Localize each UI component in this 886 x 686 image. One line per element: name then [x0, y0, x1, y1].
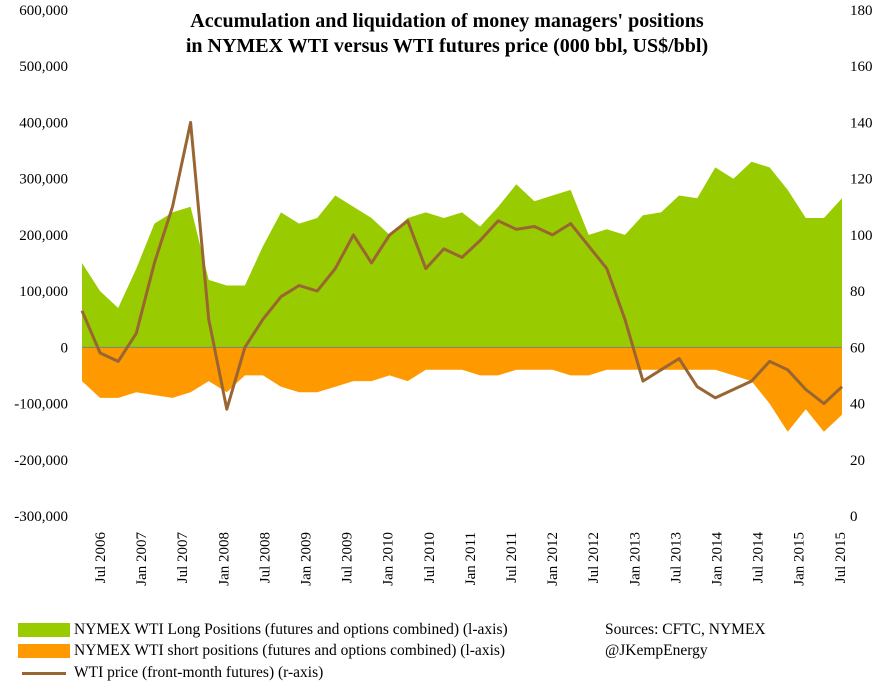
- left-tick-label: -300,000: [14, 509, 68, 525]
- right-tick-label: 60: [850, 340, 865, 356]
- x-tick-label: Jul 2006: [93, 532, 109, 584]
- left-tick-label: 0: [61, 340, 69, 356]
- right-tick-label: 80: [850, 284, 865, 300]
- legend-swatch-short: [18, 644, 70, 658]
- x-tick-label: Jan 2009: [299, 532, 315, 586]
- x-tick-label: Jan 2011: [463, 532, 479, 585]
- left-tick-label: 300,000: [19, 172, 68, 188]
- left-axis-ticks: 600,000 500,000 400,000 300,000 200,000 100,0…: [14, 3, 68, 525]
- series-area-1: [82, 347, 842, 432]
- x-tick-label: Jan 2013: [627, 532, 643, 586]
- x-tick-label: Jan 2010: [381, 532, 397, 586]
- right-tick-label: 160: [850, 59, 873, 75]
- sources-text: Sources: CFTC, NYMEX: [605, 621, 766, 638]
- x-tick-label: Jul 2009: [340, 532, 356, 583]
- x-tick-label: Jul 2015: [833, 532, 849, 583]
- x-tick-label: Jul 2012: [586, 532, 602, 583]
- right-tick-label: 40: [850, 397, 865, 413]
- plot-area: [80, 120, 844, 432]
- chart-title: Accumulation and liquidation of money ma…: [186, 10, 708, 57]
- left-tick-label: 600,000: [19, 3, 68, 19]
- right-tick-label: 20: [850, 453, 865, 469]
- x-tick-label: Jan 2015: [792, 532, 808, 586]
- legend-label-short: NYMEX WTI short positions (futures and o…: [74, 642, 506, 659]
- right-axis-ticks: 180 160 140 120 100 80 60 40 20 0: [850, 3, 873, 525]
- x-tick-label: Jul 2008: [257, 532, 273, 583]
- left-tick-label: 500,000: [19, 59, 68, 75]
- left-tick-label: -200,000: [14, 453, 68, 469]
- legend-label-price: WTI price (front-month futures) (r-axis): [74, 664, 324, 681]
- series-line-2: [80, 120, 844, 411]
- right-tick-label: 0: [850, 509, 858, 525]
- legend-swatch-long: [18, 623, 70, 637]
- x-tick-label: Jan 2007: [134, 532, 150, 586]
- x-tick-label: Jan 2012: [545, 532, 561, 586]
- x-tick-label: Jul 2010: [422, 532, 438, 583]
- left-tick-label: 100,000: [19, 284, 68, 300]
- author-handle: @JKempEnergy: [605, 642, 708, 659]
- chart-title-line-2: in NYMEX WTI versus WTI futures price (0…: [186, 35, 708, 57]
- legend-item-short: NYMEX WTI short positions (futures and o…: [18, 642, 505, 660]
- left-tick-label: 400,000: [19, 115, 68, 131]
- x-tick-label: Jan 2014: [710, 532, 726, 586]
- chart-title-line-1: Accumulation and liquidation of money ma…: [190, 10, 704, 32]
- x-tick-label: Jul 2007: [175, 532, 191, 584]
- series-area-0: [82, 161, 842, 348]
- legend-swatch-price: [22, 671, 66, 675]
- x-axis-ticks: Jul 2006 Jan 2007 Jul 2007 Jan 2008 Jul 2008…: [93, 532, 849, 586]
- right-tick-label: 120: [850, 172, 873, 188]
- x-tick-label: Jul 2013: [668, 532, 684, 583]
- x-tick-label: Jul 2014: [751, 532, 767, 584]
- legend-label-long: NYMEX WTI Long Positions (futures and op…: [74, 621, 508, 638]
- legend-item-price: WTI price (front-month futures) (r-axis): [18, 664, 323, 682]
- x-tick-label: Jul 2011: [504, 532, 520, 583]
- legend-item-long: NYMEX WTI Long Positions (futures and op…: [18, 621, 508, 639]
- left-tick-label: -100,000: [14, 397, 68, 413]
- right-tick-label: 140: [850, 115, 873, 131]
- x-tick-label: Jan 2008: [216, 532, 232, 586]
- right-tick-label: 100: [850, 228, 873, 244]
- right-tick-label: 180: [850, 3, 873, 19]
- left-tick-label: 200,000: [19, 228, 68, 244]
- chart-svg: Accumulation and liquidation of money ma…: [14, 3, 873, 586]
